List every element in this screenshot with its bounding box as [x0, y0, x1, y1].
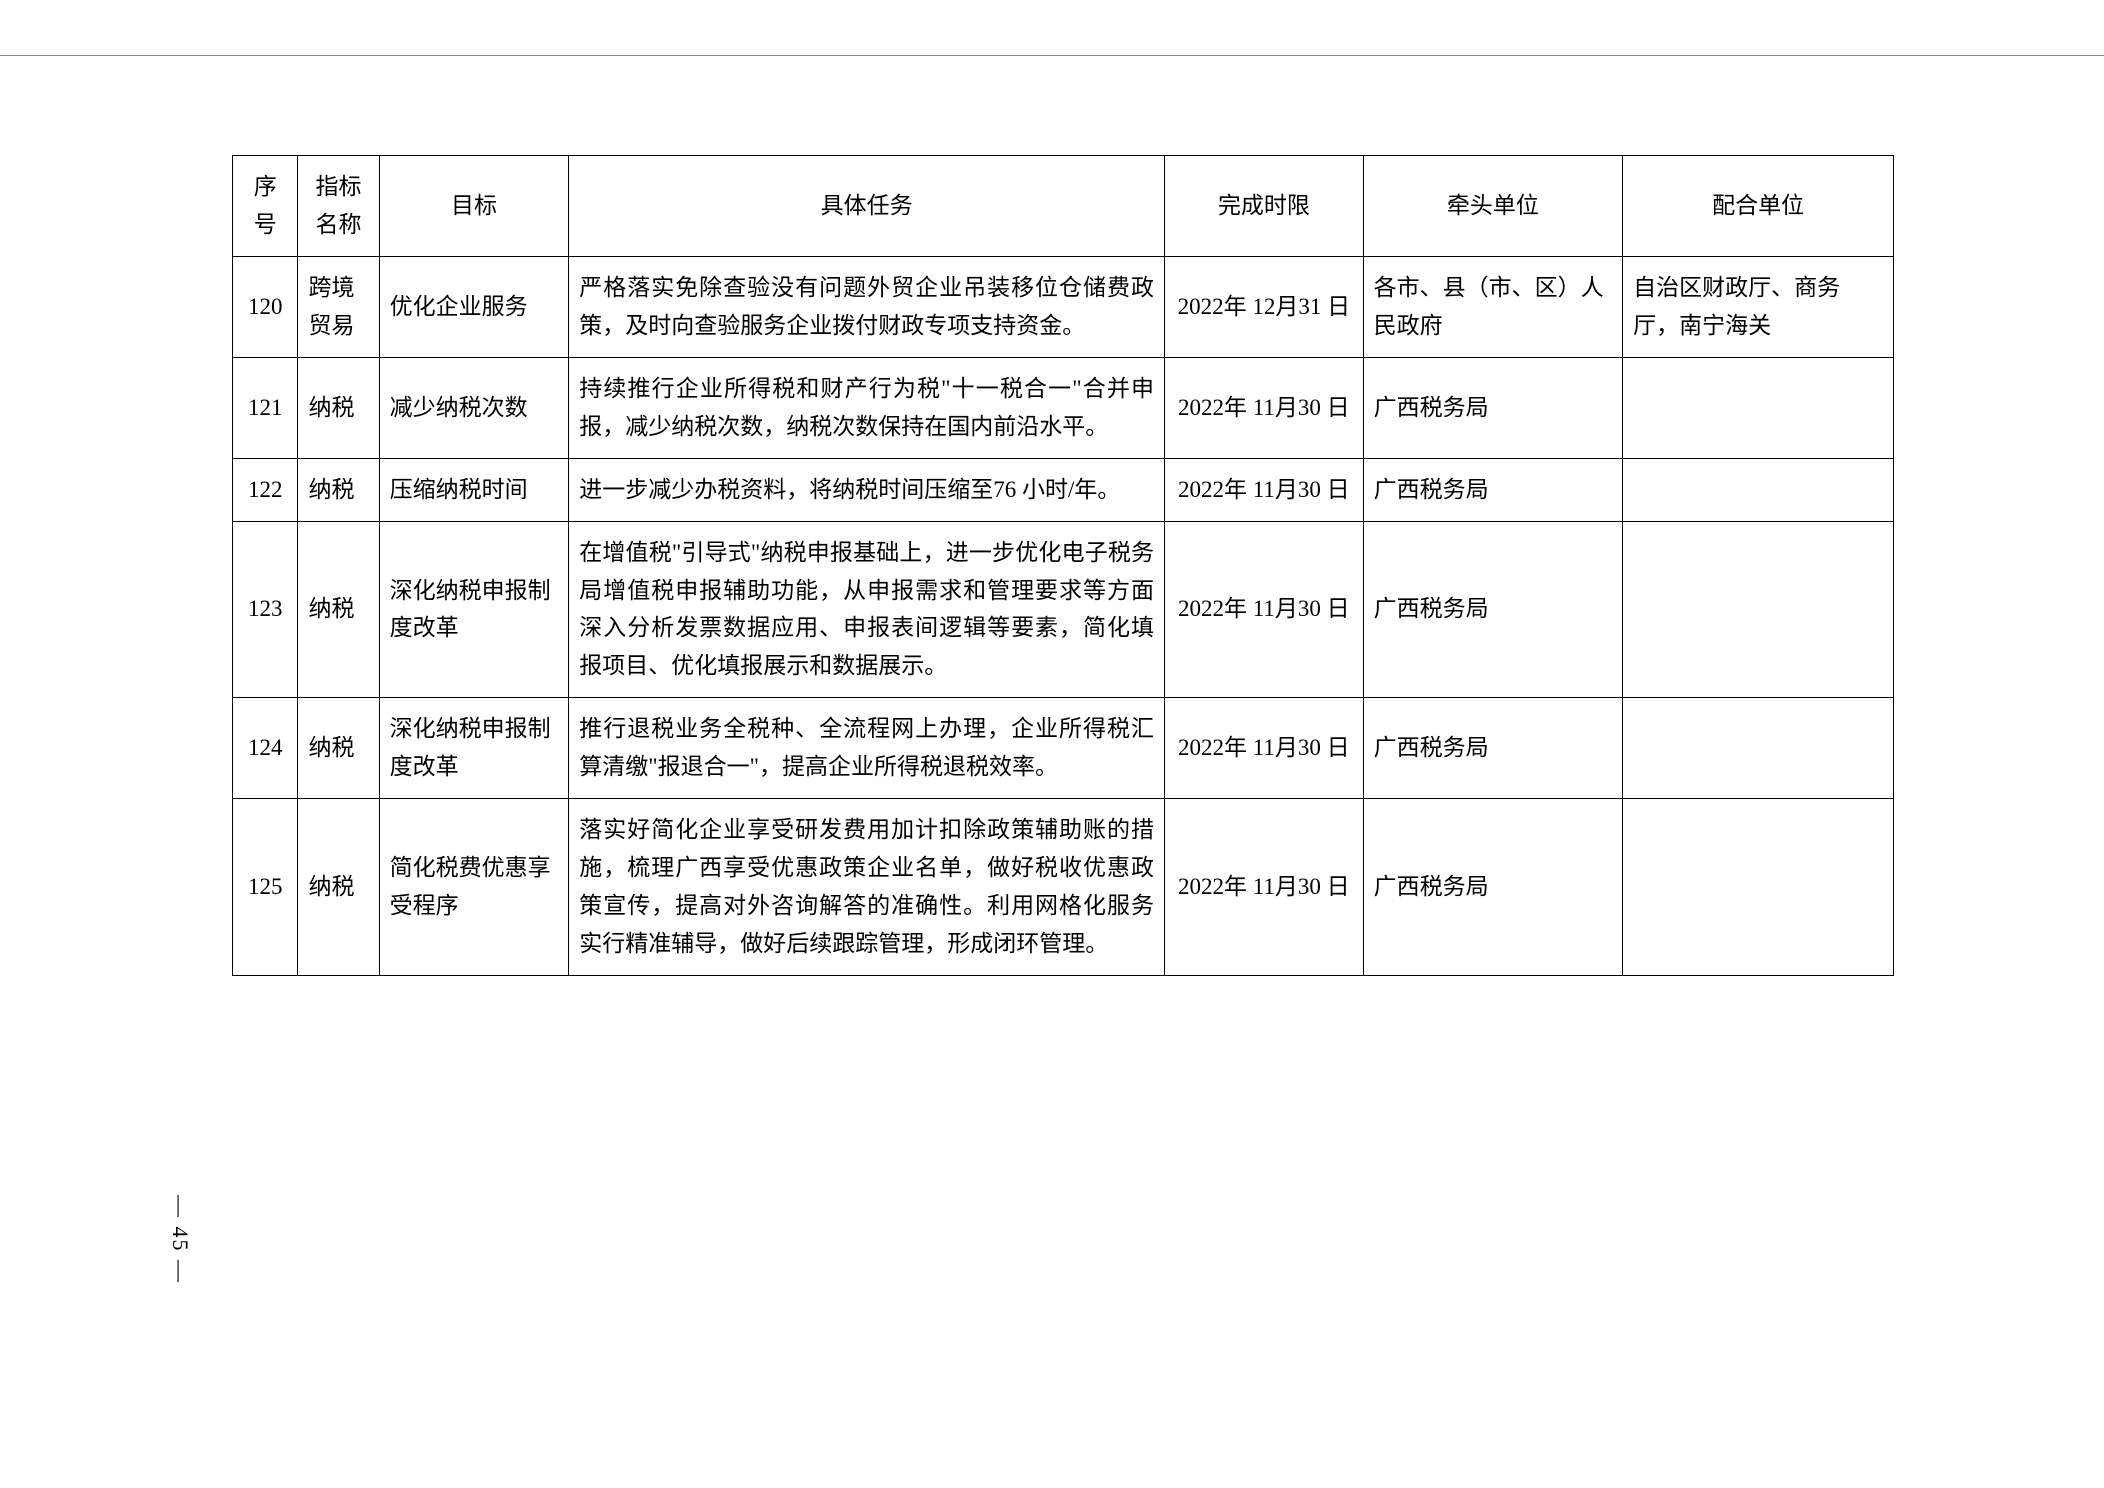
cell-num: 123 — [233, 521, 298, 698]
cell-indicator: 纳税 — [298, 458, 379, 521]
table-row: 124 纳税 深化纳税申报制度改革 推行退税业务全税种、全流程网上办理，企业所得… — [233, 698, 1894, 799]
page-number: — 45 — — [167, 1195, 193, 1284]
table-row: 120 跨境贸易 优化企业服务 严格落实免除查验没有问题外贸企业吊装移位仓储费政… — [233, 256, 1894, 357]
cell-target: 优化企业服务 — [379, 256, 569, 357]
cell-lead: 各市、县（市、区）人民政府 — [1363, 256, 1623, 357]
cell-lead: 广西税务局 — [1363, 521, 1623, 698]
cell-lead: 广西税务局 — [1363, 458, 1623, 521]
cell-indicator: 跨境贸易 — [298, 256, 379, 357]
cell-deadline: 2022年 11月30 日 — [1165, 521, 1364, 698]
header-indicator: 指标名称 — [298, 156, 379, 257]
policy-table: 序号 指标名称 目标 具体任务 完成时限 牵头单位 配合单位 120 跨境贸易 … — [232, 155, 1894, 976]
cell-deadline: 2022年 11月30 日 — [1165, 357, 1364, 458]
cell-support — [1623, 357, 1894, 458]
table-row: 121 纳税 减少纳税次数 持续推行企业所得税和财产行为税"十一税合一"合并申报… — [233, 357, 1894, 458]
cell-support — [1623, 799, 1894, 976]
cell-task: 落实好简化企业享受研发费用加计扣除政策辅助账的措施，梳理广西享受优惠政策企业名单… — [569, 799, 1165, 976]
header-support: 配合单位 — [1623, 156, 1894, 257]
cell-indicator: 纳税 — [298, 357, 379, 458]
cell-num: 125 — [233, 799, 298, 976]
cell-num: 120 — [233, 256, 298, 357]
table-row: 122 纳税 压缩纳税时间 进一步减少办税资料，将纳税时间压缩至76 小时/年。… — [233, 458, 1894, 521]
cell-support — [1623, 521, 1894, 698]
cell-lead: 广西税务局 — [1363, 799, 1623, 976]
cell-task: 进一步减少办税资料，将纳税时间压缩至76 小时/年。 — [569, 458, 1165, 521]
cell-task: 严格落实免除查验没有问题外贸企业吊装移位仓储费政策，及时向查验服务企业拨付财政专… — [569, 256, 1165, 357]
cell-target: 深化纳税申报制度改革 — [379, 698, 569, 799]
header-task: 具体任务 — [569, 156, 1165, 257]
cell-indicator: 纳税 — [298, 799, 379, 976]
header-lead: 牵头单位 — [1363, 156, 1623, 257]
header-num: 序号 — [233, 156, 298, 257]
cell-indicator: 纳税 — [298, 521, 379, 698]
top-divider — [0, 55, 2104, 56]
cell-deadline: 2022年 12月31 日 — [1165, 256, 1364, 357]
cell-num: 122 — [233, 458, 298, 521]
header-deadline: 完成时限 — [1165, 156, 1364, 257]
cell-lead: 广西税务局 — [1363, 357, 1623, 458]
cell-task: 持续推行企业所得税和财产行为税"十一税合一"合并申报，减少纳税次数，纳税次数保持… — [569, 357, 1165, 458]
cell-lead: 广西税务局 — [1363, 698, 1623, 799]
cell-deadline: 2022年 11月30 日 — [1165, 698, 1364, 799]
cell-support — [1623, 458, 1894, 521]
table-row: 125 纳税 简化税费优惠享受程序 落实好简化企业享受研发费用加计扣除政策辅助账… — [233, 799, 1894, 976]
cell-deadline: 2022年 11月30 日 — [1165, 458, 1364, 521]
cell-num: 124 — [233, 698, 298, 799]
cell-deadline: 2022年 11月30 日 — [1165, 799, 1364, 976]
cell-support: 自治区财政厅、商务厅，南宁海关 — [1623, 256, 1894, 357]
header-target: 目标 — [379, 156, 569, 257]
cell-indicator: 纳税 — [298, 698, 379, 799]
cell-support — [1623, 698, 1894, 799]
cell-task: 在增值税"引导式"纳税申报基础上，进一步优化电子税务局增值税申报辅助功能，从申报… — [569, 521, 1165, 698]
cell-target: 深化纳税申报制度改革 — [379, 521, 569, 698]
cell-target: 压缩纳税时间 — [379, 458, 569, 521]
cell-num: 121 — [233, 357, 298, 458]
table-row: 123 纳税 深化纳税申报制度改革 在增值税"引导式"纳税申报基础上，进一步优化… — [233, 521, 1894, 698]
cell-target: 简化税费优惠享受程序 — [379, 799, 569, 976]
table-body: 120 跨境贸易 优化企业服务 严格落实免除查验没有问题外贸企业吊装移位仓储费政… — [233, 256, 1894, 975]
cell-task: 推行退税业务全税种、全流程网上办理，企业所得税汇算清缴"报退合一"，提高企业所得… — [569, 698, 1165, 799]
cell-target: 减少纳税次数 — [379, 357, 569, 458]
table-header-row: 序号 指标名称 目标 具体任务 完成时限 牵头单位 配合单位 — [233, 156, 1894, 257]
